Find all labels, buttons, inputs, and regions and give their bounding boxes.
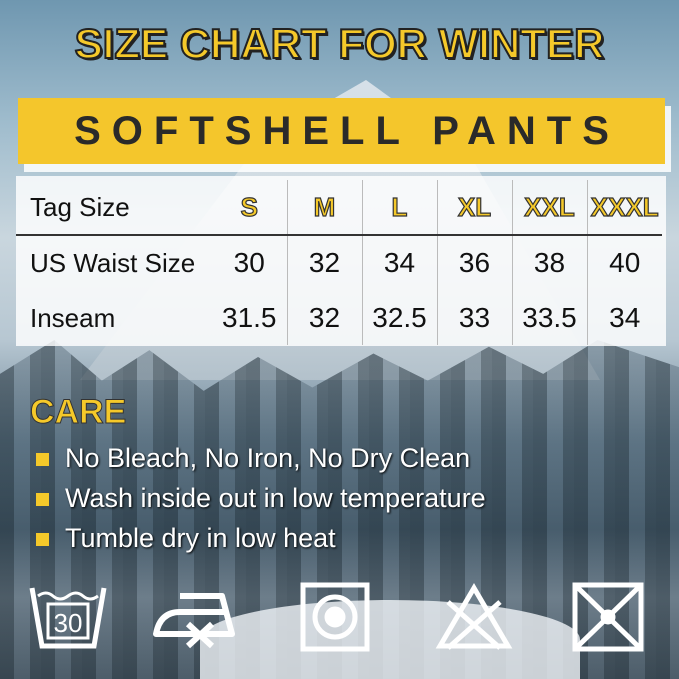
care-item: Tumble dry in low heat xyxy=(36,522,336,554)
care-item: Wash inside out in low temperature xyxy=(36,482,486,514)
size-s: S xyxy=(212,180,287,236)
size-xxl: XXL xyxy=(511,180,587,236)
cell: 40 xyxy=(586,235,662,290)
cell: 38 xyxy=(511,235,587,290)
table-row: Inseam 31.5 32 32.5 33 33.5 34 xyxy=(16,290,662,345)
cell: 32 xyxy=(286,290,362,345)
cell: 33 xyxy=(436,290,512,345)
cell: 34 xyxy=(361,235,437,290)
cell: 32 xyxy=(286,235,362,290)
no-dry-clean-icon xyxy=(572,582,644,652)
cell: 36 xyxy=(436,235,512,290)
subtitle: SOFTSHELL PANTS xyxy=(74,109,620,153)
cell: 32.5 xyxy=(361,290,437,345)
cell: 31.5 xyxy=(222,301,277,333)
care-icons: 30 xyxy=(0,582,679,654)
cell: 34 xyxy=(586,290,662,345)
care-item: No Bleach, No Iron, No Dry Clean xyxy=(36,442,470,474)
size-xl: XL xyxy=(436,180,512,236)
row-label: US Waist Size xyxy=(30,248,196,278)
wash-temp: 30 xyxy=(54,608,83,638)
size-xxxl: XXXL xyxy=(586,180,662,236)
subtitle-banner: SOFTSHELL PANTS xyxy=(18,98,665,164)
snow-background xyxy=(200,600,580,679)
wash-30-icon: 30 xyxy=(29,587,107,649)
row-label: Inseam xyxy=(30,302,116,333)
tumble-dry-icon xyxy=(300,582,370,652)
header-label: Tag Size xyxy=(16,180,212,236)
size-m: M xyxy=(286,180,362,236)
table-header-row: Tag Size S M L XL XXL XXXL xyxy=(16,180,662,236)
no-bleach-icon xyxy=(435,583,513,650)
size-l: L xyxy=(361,180,437,236)
no-iron-icon xyxy=(153,593,235,649)
table-row: US Waist Size 30 32 34 36 38 40 xyxy=(16,235,662,290)
care-heading: CARE xyxy=(29,393,127,432)
cell: 33.5 xyxy=(511,290,587,345)
title: SIZE CHART FOR WINTER xyxy=(74,19,606,68)
cell: 30 xyxy=(233,247,265,278)
size-table: Tag Size S M L XL XXL XXXL US Waist Size… xyxy=(16,180,662,345)
